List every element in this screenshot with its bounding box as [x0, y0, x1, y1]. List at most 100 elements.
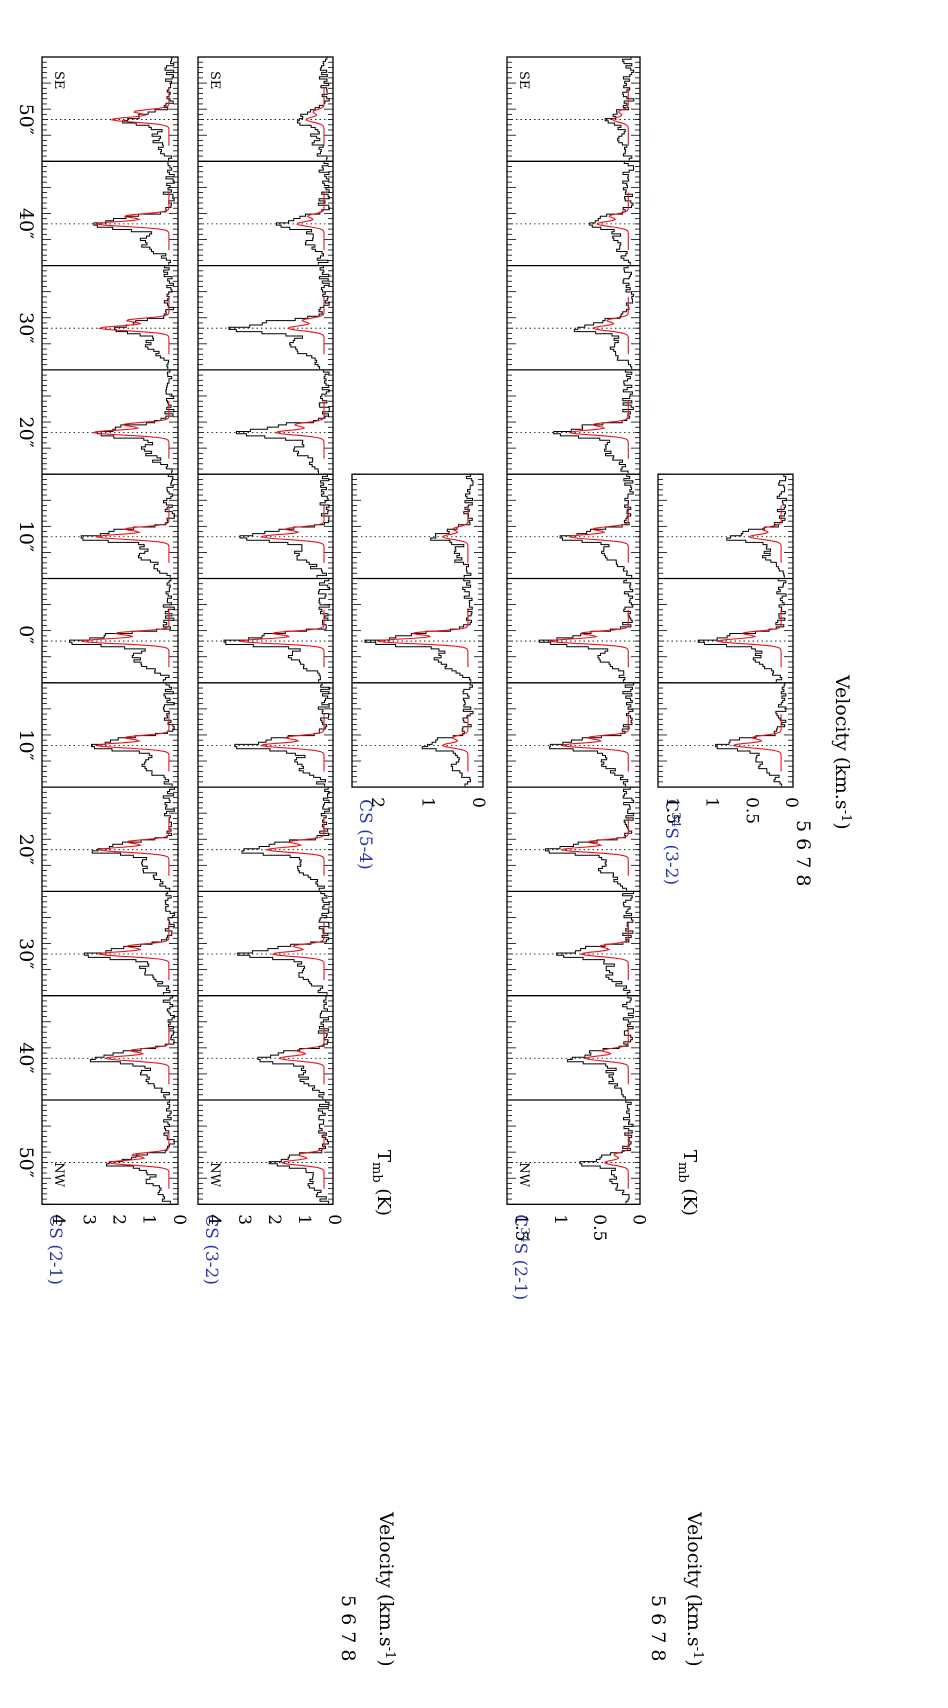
xlabel-b: Velocity (km.s-1) [683, 1511, 705, 1667]
position-label: 40″ [15, 208, 37, 239]
observed-spectrum [84, 891, 176, 995]
nw-label: NW [51, 1162, 66, 1187]
line-label-c34s32: C34S (3-2) [661, 799, 683, 885]
position-label: 30″ [15, 312, 37, 343]
position-label: 10″ [15, 729, 37, 760]
observed-spectrum [91, 787, 176, 891]
observed-spectrum [553, 369, 634, 474]
line-label-cs21: CS (2-1) [45, 1214, 65, 1285]
ylabel-c34s32: Tmb (K) [675, 1150, 700, 1216]
temperature-tick-label: 2 [367, 797, 387, 808]
model-spectrum [584, 1027, 629, 1085]
line-label-cs32: CS (3-2) [201, 1214, 221, 1285]
line-label-c34s21: C34S (2-1) [510, 1214, 532, 1300]
temperature-tick-label: 3 [78, 1214, 98, 1225]
model-spectrum [259, 505, 325, 563]
model-spectrum [240, 609, 325, 668]
line-labels: CS (2-1) CS (3-2) CS (5-4) C34S (2-1) C34S (… [45, 799, 683, 1300]
observed-spectrum [715, 682, 787, 787]
observed-spectrum [726, 474, 787, 578]
observed-spectrum [114, 265, 174, 369]
position-label: 10″ [15, 521, 37, 552]
temperature-tick-label: 0 [324, 1214, 344, 1225]
temperature-tick-label: 1.5 [511, 1214, 531, 1241]
panel-frame [197, 56, 334, 1205]
model-spectrum [103, 1027, 170, 1085]
observed-spectrum [296, 57, 330, 161]
model-spectrum [97, 818, 170, 876]
observed-spectrum [89, 995, 175, 1100]
observed-spectrum [556, 891, 634, 995]
model-spectrum [265, 818, 325, 876]
model-spectrum [568, 505, 629, 563]
position-labels: 50″ 40″ 30″ 20″ 10″ 0″ 10″ 20″ 30″ 40″ 50″ [15, 104, 37, 1178]
nw-label: NW [207, 1162, 222, 1187]
se-label: SE [207, 71, 222, 89]
model-spectrum [560, 818, 629, 876]
panel-frame [506, 56, 641, 1205]
model-spectrum [592, 296, 629, 355]
model-spectrum [110, 88, 170, 146]
observed-spectrum [237, 891, 330, 995]
observed-spectrum [80, 474, 175, 578]
observed-spectrum [91, 682, 175, 787]
model-spectrum [97, 922, 170, 981]
model-spectrum [568, 401, 629, 459]
temperature-tick-label: 3 [234, 1214, 254, 1225]
temperature-tick-label: 2 [264, 1214, 284, 1225]
model-spectrum [441, 714, 469, 772]
temperature-tick-label: 1 [139, 1214, 159, 1225]
model-spectrum [560, 714, 629, 772]
model-spectrum [604, 1131, 629, 1189]
observed-spectrum [559, 474, 634, 578]
velocity-ticks-b: 5 6 7 8 [647, 1595, 669, 1661]
temperature-tick-label: 0 [169, 1214, 189, 1225]
model-spectrum [97, 296, 170, 355]
model-spectrum [548, 609, 629, 668]
position-label: 20″ [15, 834, 37, 865]
observed-spectrum [579, 1100, 634, 1204]
model-spectrum [716, 609, 782, 668]
xlabel-c: Velocity (km.s-1) [831, 674, 853, 830]
position-label: 50″ [15, 104, 37, 135]
temperature-tick-label: 1 [294, 1214, 314, 1225]
xlabel-a: Velocity (km.s-1) [375, 1511, 397, 1667]
observed-spectrum [545, 787, 635, 891]
observed-spectrum [223, 578, 331, 682]
axis-labels: Tmb (K) Tmb (K) 5 6 7 8 Velocity (km.s-1) 5 … [337, 674, 853, 1667]
observed-spectrum [241, 787, 330, 891]
temperature-tick-label: 0 [468, 797, 488, 808]
temperature-tick-label: 0.5 [741, 797, 761, 824]
model-spectrum [94, 714, 170, 772]
panel-frame [657, 473, 794, 788]
observed-spectrum [239, 474, 330, 578]
model-spectrum [748, 505, 782, 563]
temperature-tick-label: 0 [628, 1214, 648, 1225]
spectral-panels: 01234SENW01234SENW01200.511.5SENW00.511.… [41, 56, 801, 1241]
model-spectrum [107, 1131, 170, 1189]
model-spectrum [271, 922, 325, 981]
model-spectrum [612, 88, 629, 146]
observed-spectrum [604, 57, 635, 161]
panel-c34s32: 0 0.5 1 1.5 [657, 473, 801, 824]
se-label: SE [51, 71, 66, 89]
panel-cs54: 0 1 2 [351, 473, 488, 808]
panel-frame [351, 473, 484, 788]
model-spectrum [274, 401, 325, 459]
model-spectrum [94, 505, 170, 563]
position-label: 20″ [15, 416, 37, 447]
observed-spectrum [421, 682, 474, 787]
temperature-tick-label: 1.5 [662, 797, 682, 824]
position-label: 40″ [15, 1042, 37, 1073]
velocity-ticks-a: 5 6 7 8 [337, 1595, 359, 1661]
observed-spectrum [93, 161, 175, 265]
model-spectrum [94, 192, 170, 250]
model-spectrum [296, 192, 325, 250]
panel-c34s21: 0 0.5 1 1.5 SE NW [506, 56, 648, 1241]
position-label: 30″ [15, 938, 37, 969]
observed-spectrum [276, 161, 330, 265]
ylabel-cs54: Tmb (K) [369, 1150, 394, 1216]
temperature-tick-label: 1 [550, 1214, 570, 1225]
